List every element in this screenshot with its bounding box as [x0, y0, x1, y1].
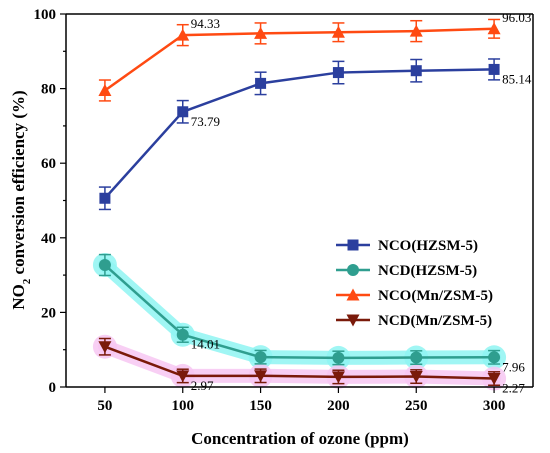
y-ticks: 0 20 40 60 80 100	[34, 7, 66, 396]
data-label: 73.79	[191, 114, 220, 129]
x-tick-label: 300	[483, 398, 506, 414]
legend-label: NCD(HZSM-5)	[378, 263, 477, 279]
marker-triangle-up	[409, 24, 423, 37]
y-tick-label: 0	[49, 380, 57, 396]
marker-square	[255, 77, 267, 89]
marker-square	[99, 192, 111, 204]
x-tick-label: 200	[327, 398, 350, 414]
marker-circle	[347, 264, 359, 276]
data-label: 96.03	[502, 10, 531, 25]
series-line	[104, 345, 495, 380]
y-tick-label: 20	[41, 305, 56, 321]
data-label: 85.14	[502, 71, 532, 86]
data-label: 14.01	[191, 337, 220, 352]
marker-triangle-up	[346, 288, 360, 301]
series-NCD(Mn/ZSM-5)	[98, 337, 501, 386]
data-label: 2.27	[502, 381, 525, 396]
data-label: 7.96	[502, 359, 525, 374]
legend-item: NCO(HZSM-5)	[336, 238, 478, 254]
series-NCO(Mn/ZSM-5)	[98, 18, 501, 102]
marker-triangle-down	[487, 373, 501, 386]
marker-triangle-down	[98, 341, 112, 354]
y-tick-label: 60	[41, 156, 56, 172]
y-axis-title: NO2 conversion efficiency (%)	[9, 90, 33, 309]
series-NCO(HZSM-5)	[98, 58, 501, 211]
legend-item: NCD(HZSM-5)	[336, 263, 477, 279]
marker-triangle-up	[331, 25, 345, 38]
marker-triangle-up	[254, 26, 268, 39]
marker-square	[347, 239, 359, 251]
marker-square	[410, 65, 422, 77]
y-axis-title-part2: conversion efficiency (%)	[9, 90, 28, 278]
data-labels: 73.79 85.14 14.01 7.96 94.33 96.03 2.97 2.27	[191, 10, 532, 396]
marker-square	[488, 63, 500, 75]
marker-circle	[176, 328, 189, 341]
legend-label: NCO(Mn/ZSM-5)	[378, 288, 493, 304]
marker-circle	[98, 259, 111, 272]
y-tick-label: 100	[34, 7, 57, 23]
data-label: 94.33	[191, 16, 220, 31]
legend-label: NCD(Mn/ZSM-5)	[378, 313, 492, 329]
data-label: 2.97	[191, 378, 214, 393]
series-line	[104, 264, 495, 360]
x-tick-label: 150	[249, 398, 272, 414]
x-axis-title: Concentration of ozone (ppm)	[191, 429, 409, 448]
marker-circle	[410, 351, 423, 364]
legend-item: NCD(Mn/ZSM-5)	[336, 313, 492, 329]
y-tick-label: 80	[41, 82, 56, 98]
legend: NCO(HZSM-5) NCD(HZSM-5) NCO(Mn/ZSM-5) NCD(M…	[336, 238, 493, 329]
marker-triangle-down	[331, 371, 345, 384]
y-tick-label: 40	[41, 231, 56, 247]
marker-triangle-down	[176, 370, 190, 383]
marker-square	[332, 67, 344, 79]
x-tick-label: 50	[97, 398, 112, 414]
marker-triangle-down	[346, 314, 360, 327]
plot-frame	[65, 13, 534, 388]
marker-circle	[332, 351, 345, 364]
series-line	[103, 68, 495, 200]
marker-triangle-down	[254, 370, 268, 383]
marker-triangle-up	[176, 28, 190, 41]
marker-circle	[488, 351, 501, 364]
legend-label: NCO(HZSM-5)	[378, 238, 478, 254]
series-line	[104, 27, 495, 92]
series-layer	[98, 18, 501, 386]
x-ticks: 50 100 150 200 250 300	[97, 387, 505, 414]
y-axis-title-part1: NO	[9, 284, 28, 310]
y-axis-title-subscript: 2	[21, 278, 33, 284]
marker-triangle-down	[409, 371, 423, 384]
marker-triangle-up	[98, 83, 112, 96]
series-NCD(HZSM-5)	[98, 253, 501, 366]
legend-item: NCO(Mn/ZSM-5)	[336, 288, 493, 304]
x-tick-label: 250	[405, 398, 428, 414]
marker-square	[177, 106, 189, 118]
marker-triangle-up	[487, 22, 501, 35]
x-tick-label: 100	[172, 398, 195, 414]
marker-circle	[254, 351, 267, 364]
